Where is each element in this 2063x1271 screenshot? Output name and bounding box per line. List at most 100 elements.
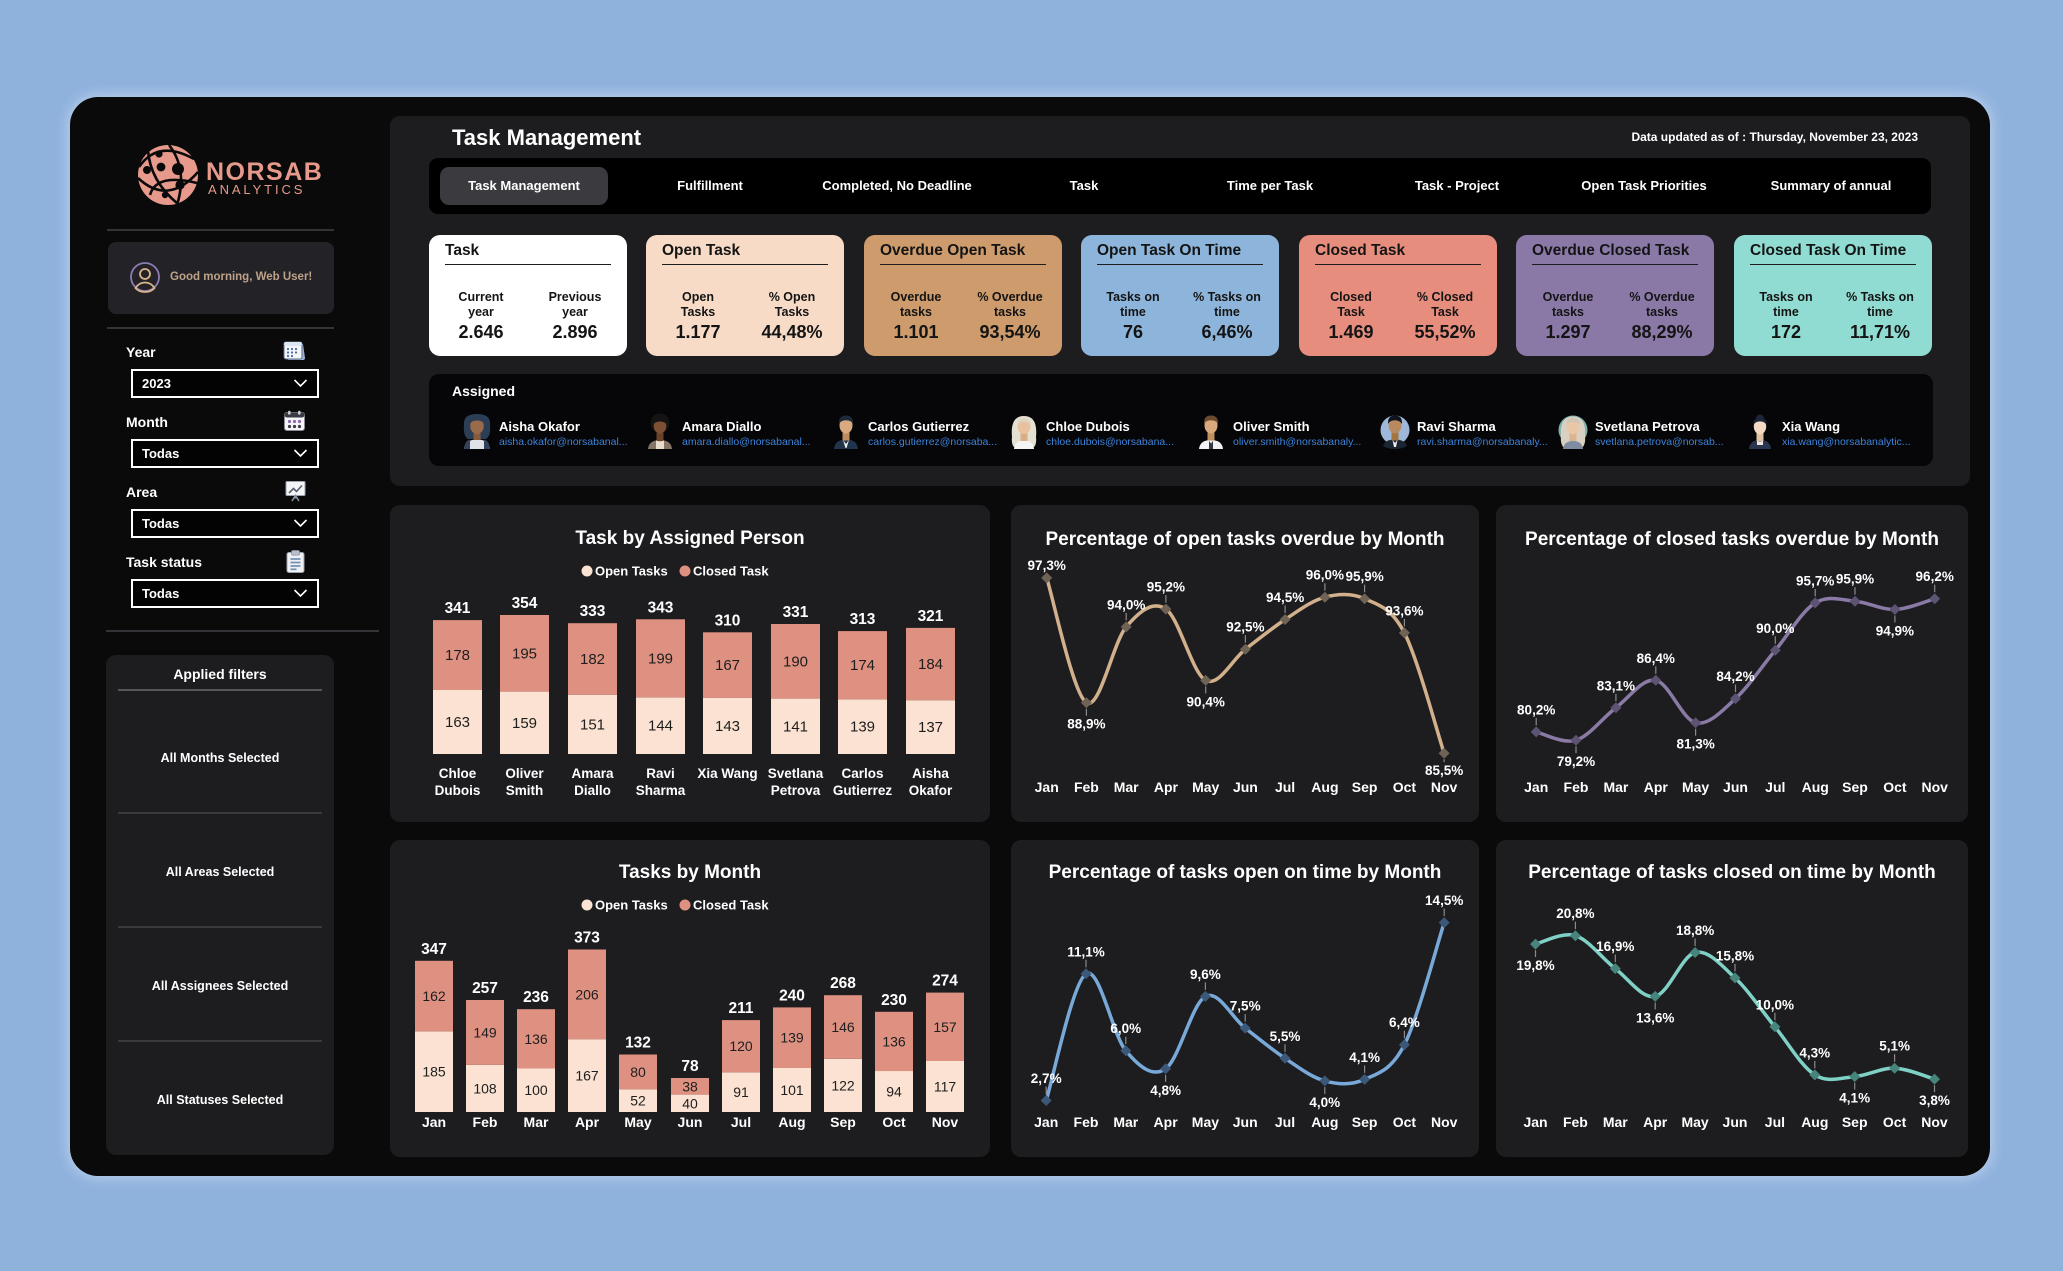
svg-text:85,5%: 85,5% xyxy=(1425,763,1463,778)
svg-text:240: 240 xyxy=(779,987,805,1004)
svg-text:Okafor: Okafor xyxy=(909,783,953,798)
svg-text:Carlos: Carlos xyxy=(841,766,883,781)
svg-text:Diallo: Diallo xyxy=(574,783,611,798)
svg-text:18,8%: 18,8% xyxy=(1676,923,1714,938)
svg-text:Petrova: Petrova xyxy=(771,783,821,798)
svg-text:Dubois: Dubois xyxy=(435,783,481,798)
svg-text:268: 268 xyxy=(830,975,856,992)
svg-text:94,9%: 94,9% xyxy=(1876,624,1914,639)
svg-text:Jun: Jun xyxy=(678,1114,703,1130)
svg-text:97,3%: 97,3% xyxy=(1028,558,1066,573)
svg-text:146: 146 xyxy=(831,1019,855,1035)
svg-text:80,2%: 80,2% xyxy=(1517,702,1555,717)
svg-text:11,1%: 11,1% xyxy=(1067,944,1105,959)
svg-text:14,5%: 14,5% xyxy=(1425,893,1463,908)
svg-text:Open Tasks: Open Tasks xyxy=(595,898,668,913)
svg-text:182: 182 xyxy=(580,651,605,668)
svg-text:95,2%: 95,2% xyxy=(1147,580,1185,595)
svg-text:Sep: Sep xyxy=(1842,779,1868,795)
svg-text:6,4%: 6,4% xyxy=(1389,1015,1420,1030)
svg-text:Sep: Sep xyxy=(1842,1114,1868,1130)
svg-text:92,5%: 92,5% xyxy=(1226,620,1264,635)
svg-text:May: May xyxy=(1682,779,1709,795)
svg-text:80: 80 xyxy=(630,1064,646,1080)
svg-text:206: 206 xyxy=(575,986,599,1002)
svg-text:95,7%: 95,7% xyxy=(1796,573,1834,588)
svg-text:139: 139 xyxy=(780,1030,804,1046)
svg-text:May: May xyxy=(624,1114,651,1130)
svg-text:Aug: Aug xyxy=(1311,779,1338,795)
svg-text:Oct: Oct xyxy=(882,1114,906,1130)
svg-text:343: 343 xyxy=(648,599,674,616)
svg-text:151: 151 xyxy=(580,716,605,733)
svg-text:Nov: Nov xyxy=(1921,779,1948,795)
svg-text:94: 94 xyxy=(886,1084,902,1100)
svg-text:333: 333 xyxy=(580,603,606,620)
svg-text:84,2%: 84,2% xyxy=(1716,669,1754,684)
svg-text:May: May xyxy=(1192,779,1219,795)
svg-text:Apr: Apr xyxy=(575,1114,600,1130)
svg-text:2,7%: 2,7% xyxy=(1031,1071,1062,1086)
svg-text:117: 117 xyxy=(934,1079,957,1095)
svg-text:10,0%: 10,0% xyxy=(1756,997,1794,1012)
svg-text:Jun: Jun xyxy=(1233,1114,1258,1130)
svg-text:Oct: Oct xyxy=(1883,1114,1907,1130)
svg-text:373: 373 xyxy=(574,930,600,947)
svg-text:149: 149 xyxy=(473,1025,497,1041)
svg-text:Sep: Sep xyxy=(1352,1114,1378,1130)
svg-text:313: 313 xyxy=(850,611,876,628)
svg-text:185: 185 xyxy=(422,1064,446,1080)
svg-text:159: 159 xyxy=(512,715,537,732)
svg-text:20,8%: 20,8% xyxy=(1556,906,1594,921)
svg-text:Feb: Feb xyxy=(473,1114,498,1130)
svg-text:Mar: Mar xyxy=(524,1114,549,1130)
svg-text:4,3%: 4,3% xyxy=(1799,1045,1830,1060)
svg-text:101: 101 xyxy=(780,1082,804,1098)
svg-text:331: 331 xyxy=(783,604,809,621)
svg-text:94,0%: 94,0% xyxy=(1107,597,1145,612)
svg-text:Jun: Jun xyxy=(1723,1114,1748,1130)
svg-text:Nov: Nov xyxy=(1921,1114,1948,1130)
svg-text:Oliver: Oliver xyxy=(505,766,544,781)
svg-text:Apr: Apr xyxy=(1154,779,1179,795)
svg-text:Open Tasks: Open Tasks xyxy=(595,564,668,579)
svg-text:139: 139 xyxy=(850,719,875,736)
svg-text:78: 78 xyxy=(681,1058,699,1075)
svg-text:136: 136 xyxy=(524,1031,548,1047)
svg-text:Closed Task: Closed Task xyxy=(693,564,769,579)
svg-text:Mar: Mar xyxy=(1113,1114,1138,1130)
svg-text:6,0%: 6,0% xyxy=(1110,1021,1141,1036)
svg-text:174: 174 xyxy=(850,657,875,674)
svg-text:Jan: Jan xyxy=(1035,779,1059,795)
svg-text:93,6%: 93,6% xyxy=(1385,603,1423,618)
svg-text:Nov: Nov xyxy=(932,1114,959,1130)
svg-text:94,5%: 94,5% xyxy=(1266,590,1304,605)
svg-text:Svetlana: Svetlana xyxy=(768,766,824,781)
svg-text:Apr: Apr xyxy=(1644,779,1669,795)
svg-text:15,8%: 15,8% xyxy=(1716,948,1754,963)
svg-text:Oct: Oct xyxy=(1393,1114,1417,1130)
svg-text:321: 321 xyxy=(918,608,944,625)
svg-text:Jun: Jun xyxy=(1723,779,1748,795)
svg-text:Aug: Aug xyxy=(1311,1114,1338,1130)
svg-text:132: 132 xyxy=(625,1035,651,1052)
svg-text:13,6%: 13,6% xyxy=(1636,1010,1674,1025)
svg-text:96,2%: 96,2% xyxy=(1916,569,1954,584)
svg-text:184: 184 xyxy=(918,656,943,673)
svg-text:95,9%: 95,9% xyxy=(1836,572,1874,587)
svg-text:Oct: Oct xyxy=(1393,779,1417,795)
svg-text:9,6%: 9,6% xyxy=(1190,967,1221,982)
svg-text:143: 143 xyxy=(715,718,740,735)
svg-text:144: 144 xyxy=(648,718,673,735)
svg-text:122: 122 xyxy=(831,1077,855,1093)
svg-text:79,2%: 79,2% xyxy=(1557,754,1595,769)
svg-text:86,4%: 86,4% xyxy=(1637,651,1675,666)
svg-text:Mar: Mar xyxy=(1114,779,1139,795)
svg-text:Sharma: Sharma xyxy=(636,783,686,798)
svg-text:Feb: Feb xyxy=(1563,1114,1588,1130)
svg-text:88,9%: 88,9% xyxy=(1067,717,1105,732)
svg-text:195: 195 xyxy=(512,645,537,662)
svg-text:4,8%: 4,8% xyxy=(1150,1083,1181,1098)
svg-text:Feb: Feb xyxy=(1074,1114,1099,1130)
svg-text:Mar: Mar xyxy=(1603,1114,1628,1130)
